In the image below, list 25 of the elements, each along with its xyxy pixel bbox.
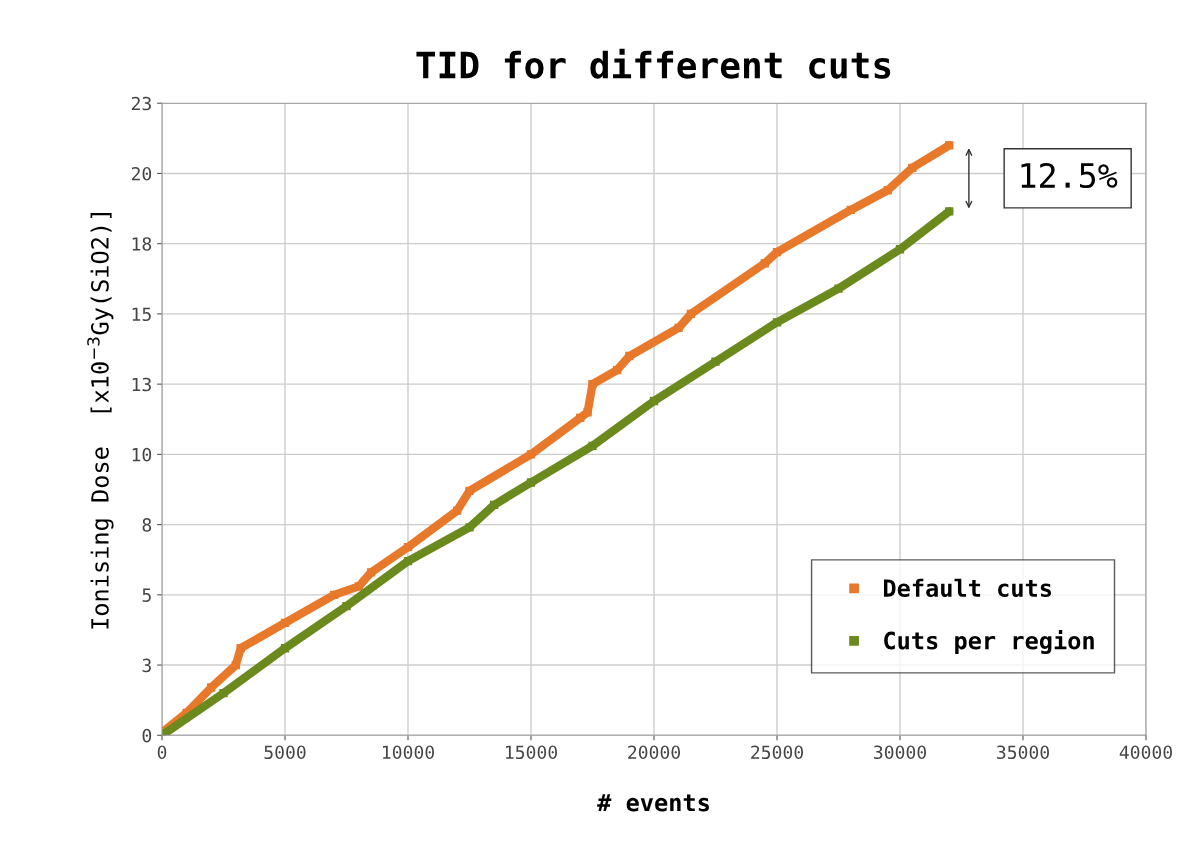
y-tick-label: 8 (142, 518, 152, 532)
x-tick-label: 10000 (382, 745, 435, 760)
y-tick-label: 3 (142, 658, 151, 673)
annotation: 12.5% (1021, 162, 1118, 189)
x-tick-label: 25000 (751, 745, 804, 760)
y-tick-label: 13 (132, 377, 151, 392)
y-tick-label: 10 (132, 447, 152, 462)
x-tick-label: 0 (157, 745, 167, 760)
y-tick-label: 20 (131, 166, 152, 181)
y-tick-label: 23 (131, 96, 151, 111)
x-tick-label: 5000 (264, 745, 306, 760)
legend-label: Cuts per region (884, 629, 1094, 655)
chart-title: TID for different cuts (416, 48, 891, 79)
y-tick-label: 5 (142, 588, 151, 602)
x-tick-label: 35000 (997, 745, 1050, 760)
y-tick-label: 0 (142, 728, 152, 743)
y-tick-label: 15 (132, 307, 151, 322)
y-axis-title: Ionising Dose [x10$^{−3}$Gy(SiO2)] (87, 213, 114, 629)
legend-label: Default cuts (883, 578, 1052, 598)
x-tick-label: 40000 (1119, 745, 1173, 760)
x-tick-label: 15000 (505, 745, 558, 760)
y-tick-label: 18 (132, 237, 152, 251)
x-axis-title: # events (597, 794, 709, 812)
x-tick-label: 30000 (874, 745, 927, 760)
x-tick-label: 20000 (628, 745, 681, 760)
